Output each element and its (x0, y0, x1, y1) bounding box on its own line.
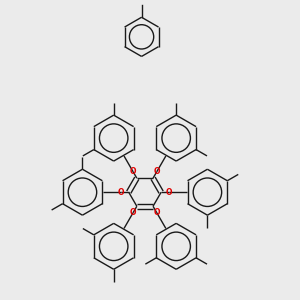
Text: O: O (130, 167, 136, 176)
Text: O: O (154, 167, 160, 176)
Text: O: O (130, 208, 136, 217)
Text: O: O (154, 208, 160, 217)
Text: O: O (165, 188, 172, 197)
Text: O: O (118, 188, 124, 197)
